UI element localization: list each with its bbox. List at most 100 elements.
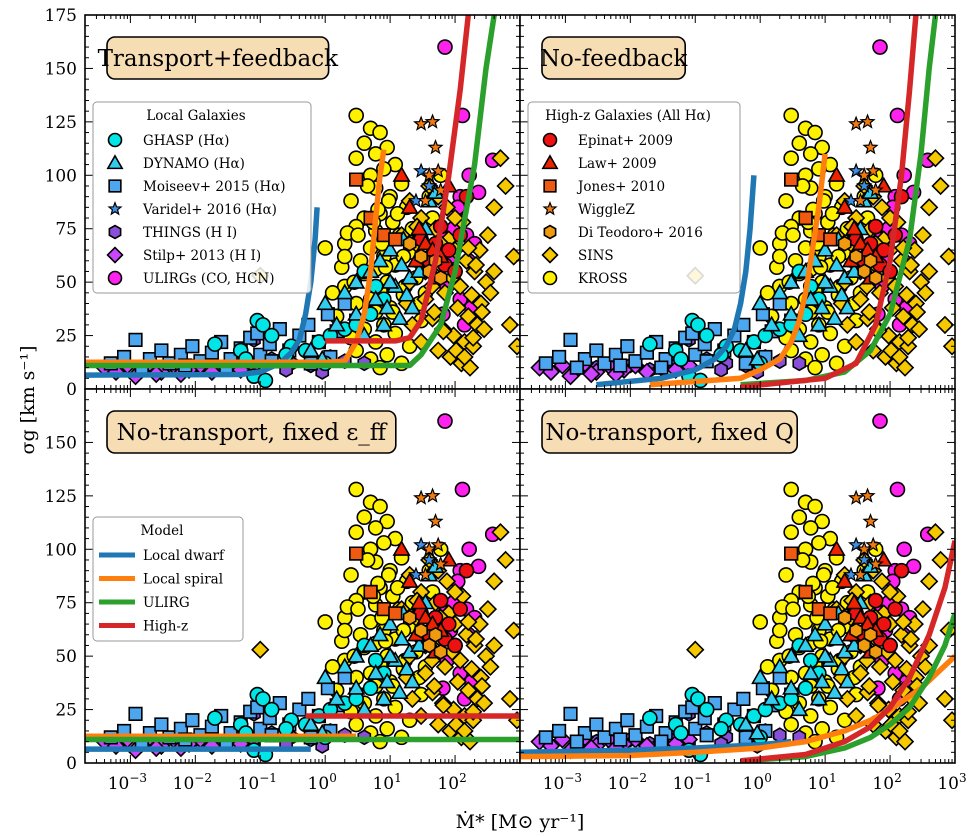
data-point	[751, 294, 770, 311]
data-point	[628, 354, 643, 369]
series-di-teodoro-2016	[837, 609, 883, 660]
data-point	[868, 643, 883, 660]
data-point	[816, 240, 835, 257]
data-point	[491, 523, 510, 542]
data-point	[942, 711, 955, 730]
data-point	[317, 614, 333, 630]
data-point	[463, 328, 483, 347]
data-point	[783, 481, 799, 498]
data-point	[466, 629, 486, 649]
data-point	[421, 177, 438, 193]
y-tick-label: 100	[45, 166, 77, 186]
y-tick-label: 25	[55, 327, 77, 347]
y-tick-label: 50	[55, 273, 77, 293]
data-point	[563, 332, 578, 347]
data-point	[736, 341, 755, 358]
data-point	[367, 520, 384, 536]
data-point	[563, 706, 578, 721]
data-point	[673, 351, 689, 367]
data-point	[783, 716, 799, 733]
data-point	[851, 608, 870, 625]
data-point	[379, 347, 395, 363]
series-wigglez	[848, 113, 884, 208]
data-point	[421, 166, 438, 183]
legend-model: Model Local dwarf Local spiral ULIRG High-z	[92, 516, 244, 642]
y-tick-label: 150	[45, 59, 77, 79]
data-point	[484, 262, 504, 281]
data-point	[832, 659, 851, 676]
data-point	[421, 551, 438, 567]
data-point	[437, 413, 453, 429]
data-layer	[520, 413, 955, 763]
data-point	[413, 162, 430, 178]
data-point	[909, 319, 929, 339]
data-point	[783, 150, 799, 166]
legend-marker	[543, 224, 557, 240]
data-point	[835, 198, 854, 214]
data-point	[807, 498, 823, 515]
legend-marker	[541, 246, 559, 264]
data-point	[751, 668, 770, 685]
data-point	[301, 715, 320, 732]
model-curve-local-dwarf	[596, 175, 757, 388]
data-point	[935, 689, 955, 709]
data-point	[372, 124, 388, 141]
data-point	[748, 349, 767, 366]
data-point	[380, 567, 397, 583]
x-tick-label: 10−2	[173, 771, 212, 794]
data-point	[838, 672, 857, 689]
data-point	[865, 536, 882, 552]
series-di-teodoro-2016	[402, 609, 448, 660]
data-point	[414, 248, 428, 265]
data-point	[154, 717, 169, 732]
data-point	[301, 341, 320, 358]
data-point	[551, 349, 567, 365]
data-point	[416, 608, 435, 625]
data-point	[785, 601, 801, 617]
data-point	[714, 361, 728, 378]
data-point	[128, 706, 143, 721]
x-tick-label: 102	[872, 771, 901, 794]
data-point	[459, 612, 478, 632]
data-point	[432, 592, 449, 609]
data-point	[445, 582, 465, 602]
data-point	[863, 626, 878, 643]
data-point	[472, 676, 492, 696]
legend-label: SINS	[578, 248, 614, 264]
data-point	[849, 248, 863, 265]
legend-marker	[107, 201, 123, 216]
data-point	[348, 150, 364, 166]
x-tick-label: 10−3	[108, 771, 147, 794]
data-point	[569, 360, 584, 375]
data-point	[327, 689, 346, 706]
legend-label: High-z	[143, 619, 188, 635]
legend-label: Local spiral	[143, 572, 223, 588]
data-point	[801, 663, 820, 680]
data-point	[263, 701, 280, 718]
data-point	[551, 723, 567, 739]
data-point	[916, 657, 935, 677]
data-point	[762, 689, 781, 706]
data-point	[430, 536, 447, 552]
data-point	[823, 606, 838, 621]
data-point	[459, 307, 478, 326]
data-point	[347, 272, 366, 289]
data-point	[500, 689, 520, 709]
data-point	[783, 524, 799, 540]
data-point	[388, 606, 403, 621]
data-point	[413, 536, 430, 552]
data-point	[785, 227, 801, 243]
data-point	[802, 520, 819, 536]
data-point	[613, 732, 628, 747]
legend-label: Law+ 2009	[578, 156, 657, 172]
data-point	[343, 193, 359, 209]
legend-label: GHASP (Hα)	[143, 133, 229, 149]
data-point	[807, 359, 823, 376]
data-point	[926, 523, 945, 542]
data-point	[207, 336, 223, 352]
data-point	[862, 513, 879, 529]
y-tick-label: 175	[45, 6, 77, 26]
data-point	[894, 612, 913, 632]
data-point	[376, 535, 392, 551]
data-point	[381, 614, 400, 631]
